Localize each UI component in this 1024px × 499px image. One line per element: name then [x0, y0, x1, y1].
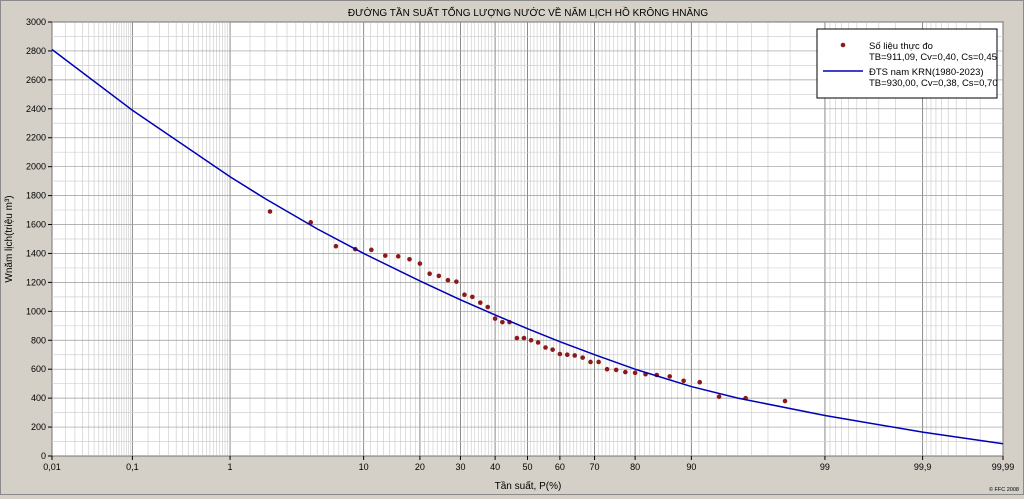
observed-point — [267, 209, 273, 214]
observed-point — [604, 366, 610, 372]
y-tick-label: 2600 — [26, 75, 46, 85]
y-tick-label: 1200 — [26, 277, 46, 287]
y-tick-label: 0 — [41, 451, 46, 461]
observed-point — [588, 359, 593, 365]
copyright-label: © FFC 2008 — [989, 486, 1019, 493]
observed-point — [564, 352, 570, 358]
observed-point — [470, 294, 475, 300]
observed-point — [492, 316, 498, 321]
observed-point — [528, 337, 534, 343]
observed-point — [572, 353, 577, 358]
observed-point — [407, 256, 412, 262]
x-tick-label: 40 — [490, 462, 500, 472]
y-tick-label: 2400 — [26, 104, 46, 114]
y-axis-label: Wnăm lịch(triệu m³) — [4, 195, 15, 282]
series-layer — [51, 48, 1004, 445]
observed-point — [369, 247, 374, 253]
y-tick-label: 1800 — [26, 191, 46, 201]
legend-label-fitted: ĐTS nam KRN(1980-2023) — [869, 67, 984, 78]
observed-point — [697, 379, 703, 385]
x-tick-label: 0,1 — [126, 462, 139, 472]
observed-point — [613, 367, 619, 373]
observed-point — [550, 347, 555, 352]
observed-point — [557, 351, 563, 357]
x-tick-label: 0,01 — [43, 462, 61, 472]
y-tick-label: 200 — [31, 422, 46, 432]
observed-point — [417, 261, 423, 266]
x-tick-label: 99 — [820, 462, 830, 472]
observed-point — [514, 335, 520, 341]
legend-box — [816, 28, 998, 99]
observed-point — [395, 254, 401, 259]
observed-point — [632, 370, 638, 376]
y-tick-label: 400 — [31, 393, 46, 403]
x-axis-ticks: 0,01 0,1 1 10 20 30 40 50 60 70 80 90 99 99,9 99,99 — [43, 456, 1014, 472]
fitted-curve-line — [51, 48, 1004, 445]
legend-params-fitted: TB=930,00, Cv=0,38, Cs=0,70 — [869, 78, 998, 89]
observed-point — [500, 319, 505, 325]
x-tick-label: 99,9 — [914, 462, 932, 472]
x-tick-label: 70 — [590, 462, 600, 472]
observed-point — [308, 220, 314, 225]
observed-point — [462, 292, 467, 298]
x-tick-label: 30 — [455, 462, 465, 472]
x-tick-label: 90 — [686, 462, 696, 472]
observed-point — [535, 340, 541, 345]
legend: Số liệu thực đo TB=911,09, Cv=0,40, Cs=0… — [816, 28, 998, 99]
y-axis-ticks: 0 200 400 600 800 1000 1200 1400 1600 1800 2000 220… — [26, 17, 52, 461]
observed-point — [782, 398, 788, 404]
observed-point — [445, 277, 451, 283]
y-tick-label: 2800 — [26, 46, 46, 56]
y-tick-label: 600 — [31, 364, 46, 374]
observed-point — [596, 359, 601, 365]
y-tick-label: 3000 — [26, 17, 46, 27]
y-tick-label: 2000 — [26, 162, 46, 172]
observed-point — [667, 374, 673, 379]
observed-point — [485, 304, 491, 310]
observed-point — [521, 335, 527, 341]
legend-label-observed: Số liệu thực đo — [869, 41, 933, 52]
x-tick-label: 1 — [228, 462, 233, 472]
observed-point — [681, 378, 686, 384]
x-tick-label: 20 — [415, 462, 425, 472]
observed-point — [333, 243, 339, 249]
x-tick-label: 10 — [359, 462, 369, 472]
x-tick-label: 80 — [630, 462, 640, 472]
x-axis-label: Tần suất, P(%) — [495, 480, 562, 492]
y-tick-label: 1400 — [26, 248, 46, 258]
observed-point — [454, 279, 459, 284]
x-tick-label: 60 — [555, 462, 565, 472]
chart-title: ĐƯỜNG TẦN SUẤT TỔNG LƯỢNG NƯỚC VỀ NĂM LỊ… — [348, 6, 708, 19]
observed-point — [427, 271, 432, 277]
observed-point — [623, 369, 628, 375]
legend-marker-observed — [840, 42, 846, 48]
x-tick-label: 50 — [522, 462, 532, 472]
y-tick-label: 800 — [31, 335, 46, 345]
legend-params-observed: TB=911,09, Cv=0,40, Cs=0,45 — [869, 52, 997, 63]
y-tick-label: 1600 — [26, 220, 46, 230]
observed-point — [478, 300, 483, 305]
observed-point — [382, 253, 388, 258]
y-tick-label: 2200 — [26, 133, 46, 143]
y-tick-label: 1000 — [26, 306, 46, 316]
observed-point — [580, 355, 585, 360]
observed-point — [543, 345, 548, 350]
observed-point — [436, 273, 442, 279]
x-tick-label: 99,99 — [992, 462, 1015, 472]
observed-point — [716, 394, 722, 399]
